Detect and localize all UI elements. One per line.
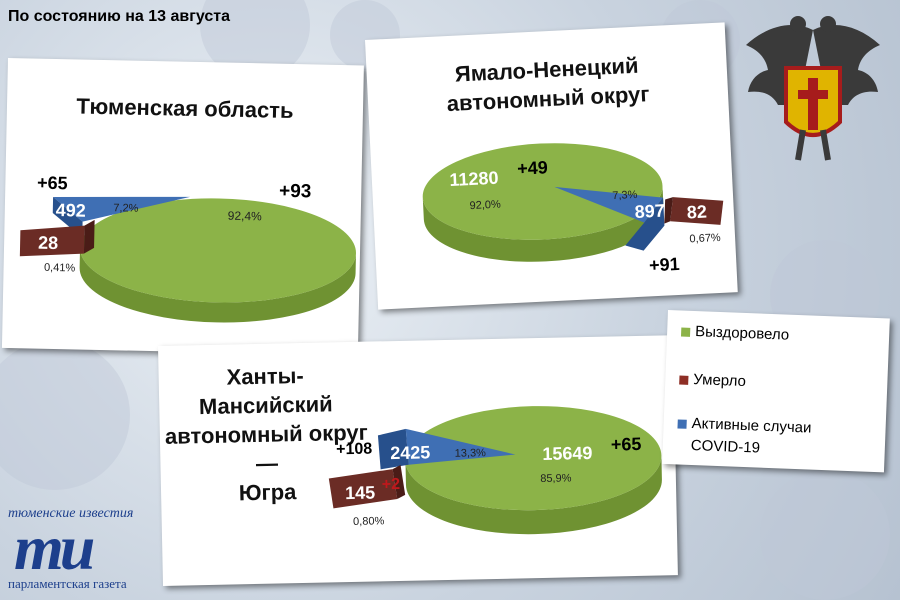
legend-item-died: Умерло	[679, 368, 746, 393]
legend-label: Умерло	[693, 371, 747, 391]
delta-label-recovered: +93	[279, 181, 312, 203]
percent-label-died: 0,41%	[44, 262, 76, 275]
pie-side-active	[625, 197, 665, 251]
legend-item-active: Активные случаи COVID-19	[676, 412, 812, 461]
pie-side-died	[392, 464, 406, 500]
value-label-active: 492	[56, 200, 86, 221]
value-label-active: 897	[634, 201, 665, 222]
value-label-recovered: 15649	[542, 443, 592, 464]
virus-decoration	[0, 340, 130, 490]
pie-side-recovered	[405, 455, 662, 535]
pie-slice-died	[19, 225, 85, 257]
pie-side-recovered	[79, 247, 356, 323]
hmao-pie-chart: 15649 +65 85,9% 2425 13,3% +108 145 +2 0…	[328, 406, 662, 535]
pie-slice-recovered	[405, 406, 662, 511]
delta-label-recovered: +49	[517, 157, 548, 178]
pie-slice-active	[405, 428, 516, 465]
delta-label-active: +65	[37, 173, 68, 194]
pie-side-recovered	[422, 185, 664, 262]
value-label-died: 28	[38, 233, 58, 253]
pie-slice-died	[670, 197, 724, 225]
newspaper-logo: тюменские известия ти парламентская газе…	[8, 506, 150, 592]
percent-label-active: 13,3%	[455, 447, 487, 460]
pie-side-died	[83, 219, 95, 254]
pie-side-died	[664, 197, 674, 224]
percent-label-active: 7,3%	[612, 189, 638, 202]
logo-mark: ти	[14, 512, 95, 583]
value-label-active: 2425	[390, 442, 430, 463]
hmao-chart-panel: Ханты-Мансийский автономный округ — Югра…	[158, 335, 678, 586]
yamal-pie-chart: 11280 +49 92,0% 7,3% 897 +91 82 0,67%	[422, 143, 724, 275]
virus-decoration	[760, 470, 890, 600]
value-label-recovered: 6335	[210, 180, 250, 201]
chart-legend: Выздоровело Умерло Активные случаи COVID…	[662, 310, 890, 473]
delta-label-died: +2	[382, 476, 401, 493]
legend-swatch-red	[679, 375, 689, 385]
legend-swatch-green	[681, 327, 691, 337]
percent-label-recovered: 92,4%	[228, 209, 263, 224]
page-title: По состоянию на 13 августа	[8, 8, 230, 25]
logo-top-text: тюменские известия	[8, 506, 134, 521]
percent-label-recovered: 92,0%	[469, 199, 501, 213]
value-label-recovered: 11280	[449, 168, 499, 190]
value-label-died: 145	[345, 482, 375, 503]
legend-label: COVID-19	[690, 436, 761, 457]
pie-side-active	[377, 428, 409, 470]
percent-label-recovered: 85,9%	[540, 472, 572, 485]
pie-slice-active	[554, 186, 664, 223]
percent-label-died: 0,80%	[353, 515, 385, 528]
value-label-died: 82	[686, 202, 707, 223]
pie-slice-died	[328, 469, 398, 509]
logo-bottom-text: парламентская газета	[8, 576, 127, 591]
delta-label-active: +91	[649, 254, 680, 275]
pie-slice-recovered	[422, 143, 663, 240]
tyumen-chart-panel: Тюменская область 6335 +93 92,4% 492 7,2…	[1, 58, 364, 356]
delta-label-active: +108	[336, 441, 372, 459]
pie-slice-active	[53, 196, 191, 222]
percent-label-active: 7,2%	[113, 202, 139, 215]
tyumen-pie-chart: 6335 +93 92,4% 492 7,2% +65 28 0,41%	[19, 173, 356, 323]
legend-label: Активные случаи	[691, 414, 812, 437]
delta-label-recovered: +65	[611, 434, 642, 455]
yamal-chart-panel: Ямало-Ненецкий автономный округ 11280 +4…	[365, 22, 738, 310]
legend-item-recovered: Выздоровело	[681, 321, 790, 347]
percent-label-died: 0,67%	[689, 232, 721, 246]
pie-slice-recovered	[80, 198, 356, 303]
emblem-icon	[738, 10, 888, 170]
legend-swatch-blue	[677, 418, 687, 429]
legend-label: Выздоровело	[694, 323, 790, 344]
